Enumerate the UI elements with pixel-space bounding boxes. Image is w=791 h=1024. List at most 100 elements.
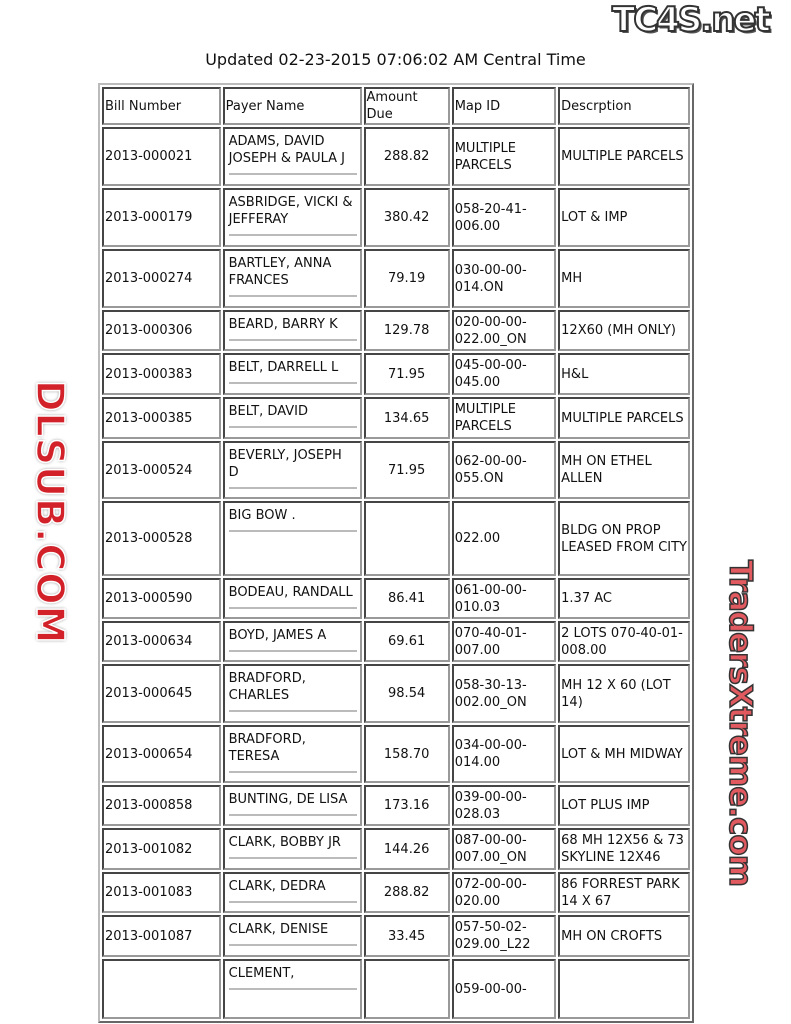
amount-due-cell: 288.82 bbox=[363, 127, 450, 186]
column-header: Descrption bbox=[558, 87, 690, 125]
amount-due-cell: 71.95 bbox=[363, 441, 450, 499]
table-row: CLEMENT, 059-00-00- bbox=[102, 959, 690, 1019]
map-id-cell: 020-00-00-022.00_ON bbox=[451, 310, 557, 351]
table-header-row: Bill Number Payer Name Amount Due Map ID… bbox=[102, 87, 690, 125]
bill-number-cell bbox=[102, 959, 221, 1019]
payer-name: ADAMS, DAVID JOSEPH & PAULA J bbox=[228, 134, 345, 166]
divider bbox=[228, 944, 357, 946]
payer-name-cell: CLARK, BOBBY JR bbox=[222, 828, 362, 870]
map-id-cell: 061-00-00-010.03 bbox=[451, 578, 557, 619]
map-id-cell: 087-00-00-007.00_ON bbox=[451, 828, 557, 870]
table-row: 2013-001083 CLARK, DEDRA 288.82 072-00-00-0… bbox=[102, 872, 690, 913]
payer-name-cell: BELT, DAVID bbox=[222, 397, 362, 439]
payer-name-cell: BRADFORD, CHARLES bbox=[222, 664, 362, 723]
bill-number-cell: 2013-000590 bbox=[102, 578, 221, 619]
divider bbox=[228, 814, 357, 816]
table-row: 2013-000021 ADAMS, DAVID JOSEPH & PAULA J… bbox=[102, 127, 690, 186]
divider bbox=[228, 771, 357, 773]
dlsub-watermark: DLSUB.COM bbox=[27, 379, 73, 645]
table-row: 2013-000179 ASBRIDGE, VICKI & JEFFERAY 380… bbox=[102, 188, 690, 247]
payer-name: CLARK, BOBBY JR bbox=[228, 835, 341, 850]
table-row: 2013-000274 BARTLEY, ANNA FRANCES 79.19 030… bbox=[102, 249, 690, 308]
description-cell: 86 FORREST PARK 14 X 67 bbox=[558, 872, 690, 913]
payer-name-cell: CLEMENT, bbox=[222, 959, 362, 1019]
divider bbox=[228, 173, 357, 175]
payer-name: BRADFORD, CHARLES bbox=[228, 671, 306, 703]
amount-due-cell bbox=[363, 501, 450, 576]
map-id-cell: 062-00-00-055.ON bbox=[451, 441, 557, 499]
table-row: 2013-000306 BEARD, BARRY K 129.78 020-00-00… bbox=[102, 310, 690, 351]
amount-due-cell: 33.45 bbox=[363, 915, 450, 957]
payer-name: BUNTING, DE LISA bbox=[228, 792, 348, 807]
payer-name: BELT, DAVID bbox=[228, 404, 308, 419]
amount-due-cell: 79.19 bbox=[363, 249, 450, 308]
divider bbox=[228, 901, 357, 903]
map-id-cell: 070-40-01-007.00 bbox=[451, 621, 557, 662]
payer-name-cell: CLARK, DENISE bbox=[222, 915, 362, 957]
bill-number-cell: 2013-000385 bbox=[102, 397, 221, 439]
description-cell: 1.37 AC bbox=[558, 578, 690, 619]
bill-number-cell: 2013-000383 bbox=[102, 353, 221, 395]
map-id-cell: 030-00-00-014.ON bbox=[451, 249, 557, 308]
payer-name: BEARD, BARRY K bbox=[228, 317, 338, 332]
bill-number-cell: 2013-000021 bbox=[102, 127, 221, 186]
amount-due-cell: 173.16 bbox=[363, 785, 450, 826]
description-cell: MH bbox=[558, 249, 690, 308]
map-id-cell: 022.00 bbox=[451, 501, 557, 576]
description-cell: LOT & IMP bbox=[558, 188, 690, 247]
description-cell: 68 MH 12X56 & 73 SKYLINE 12X46 bbox=[558, 828, 690, 870]
table-row: 2013-000654 BRADFORD, TERESA 158.70 034-00-… bbox=[102, 725, 690, 783]
amount-due-cell: 134.65 bbox=[363, 397, 450, 439]
payer-name-cell: CLARK, DEDRA bbox=[222, 872, 362, 913]
payer-name: BIG BOW . bbox=[228, 508, 296, 523]
table-row: 2013-000383 BELT, DARRELL L 71.95 045-00-00… bbox=[102, 353, 690, 395]
payer-name-cell: BRADFORD, TERESA bbox=[222, 725, 362, 783]
description-cell: LOT PLUS IMP bbox=[558, 785, 690, 826]
payer-name-cell: BOYD, JAMES A bbox=[222, 621, 362, 662]
amount-due-cell: 129.78 bbox=[363, 310, 450, 351]
payer-name-cell: BEARD, BARRY K bbox=[222, 310, 362, 351]
description-cell bbox=[558, 959, 690, 1019]
divider bbox=[228, 857, 357, 859]
description-cell: MH ON CROFTS bbox=[558, 915, 690, 957]
description-cell: MH ON ETHEL ALLEN bbox=[558, 441, 690, 499]
map-id-cell: 059-00-00- bbox=[451, 959, 557, 1019]
table-row: 2013-000858 BUNTING, DE LISA 173.16 039-00-… bbox=[102, 785, 690, 826]
bill-number-cell: 2013-000654 bbox=[102, 725, 221, 783]
map-id-cell: MULTIPLE PARCELS bbox=[451, 397, 557, 439]
map-id-cell: 058-30-13-002.00_ON bbox=[451, 664, 557, 723]
payer-name-cell: BEVERLY, JOSEPH D bbox=[222, 441, 362, 499]
payer-name: BARTLEY, ANNA FRANCES bbox=[228, 256, 332, 288]
payer-name-cell: ADAMS, DAVID JOSEPH & PAULA J bbox=[222, 127, 362, 186]
divider bbox=[228, 382, 357, 384]
table-row: 2013-000385 BELT, DAVID 134.65 MULTIPLE PAR… bbox=[102, 397, 690, 439]
divider bbox=[228, 988, 357, 990]
payer-name-cell: BARTLEY, ANNA FRANCES bbox=[222, 249, 362, 308]
table-row: 2013-001087 CLARK, DENISE 33.45 057-50-02-0… bbox=[102, 915, 690, 957]
map-id-cell: MULTIPLE PARCELS bbox=[451, 127, 557, 186]
description-cell: LOT & MH MIDWAY bbox=[558, 725, 690, 783]
payer-name-cell: BELT, DARRELL L bbox=[222, 353, 362, 395]
divider bbox=[228, 607, 357, 609]
divider bbox=[228, 650, 357, 652]
description-cell: BLDG ON PROP LEASED FROM CITY bbox=[558, 501, 690, 576]
payer-name-cell: ASBRIDGE, VICKI & JEFFERAY bbox=[222, 188, 362, 247]
map-id-cell: 058-20-41-006.00 bbox=[451, 188, 557, 247]
divider bbox=[228, 426, 357, 428]
updated-timestamp: Updated 02-23-2015 07:06:02 AM Central T… bbox=[205, 50, 586, 69]
description-cell: H&L bbox=[558, 353, 690, 395]
bill-number-cell: 2013-001083 bbox=[102, 872, 221, 913]
table-row: 2013-000634 BOYD, JAMES A 69.61 070-40-01-0… bbox=[102, 621, 690, 662]
amount-due-cell: 98.54 bbox=[363, 664, 450, 723]
divider bbox=[228, 339, 357, 341]
amount-due-cell: 380.42 bbox=[363, 188, 450, 247]
payer-name: BRADFORD, TERESA bbox=[228, 732, 306, 764]
payer-name: BODEAU, RANDALL bbox=[228, 585, 353, 600]
divider bbox=[228, 487, 357, 489]
payer-name-cell: BODEAU, RANDALL bbox=[222, 578, 362, 619]
map-id-cell: 072-00-00-020.00 bbox=[451, 872, 557, 913]
amount-due-cell: 288.82 bbox=[363, 872, 450, 913]
description-cell: MULTIPLE PARCELS bbox=[558, 397, 690, 439]
amount-due-cell bbox=[363, 959, 450, 1019]
bills-table: Bill Number Payer Name Amount Due Map ID… bbox=[98, 83, 694, 1023]
